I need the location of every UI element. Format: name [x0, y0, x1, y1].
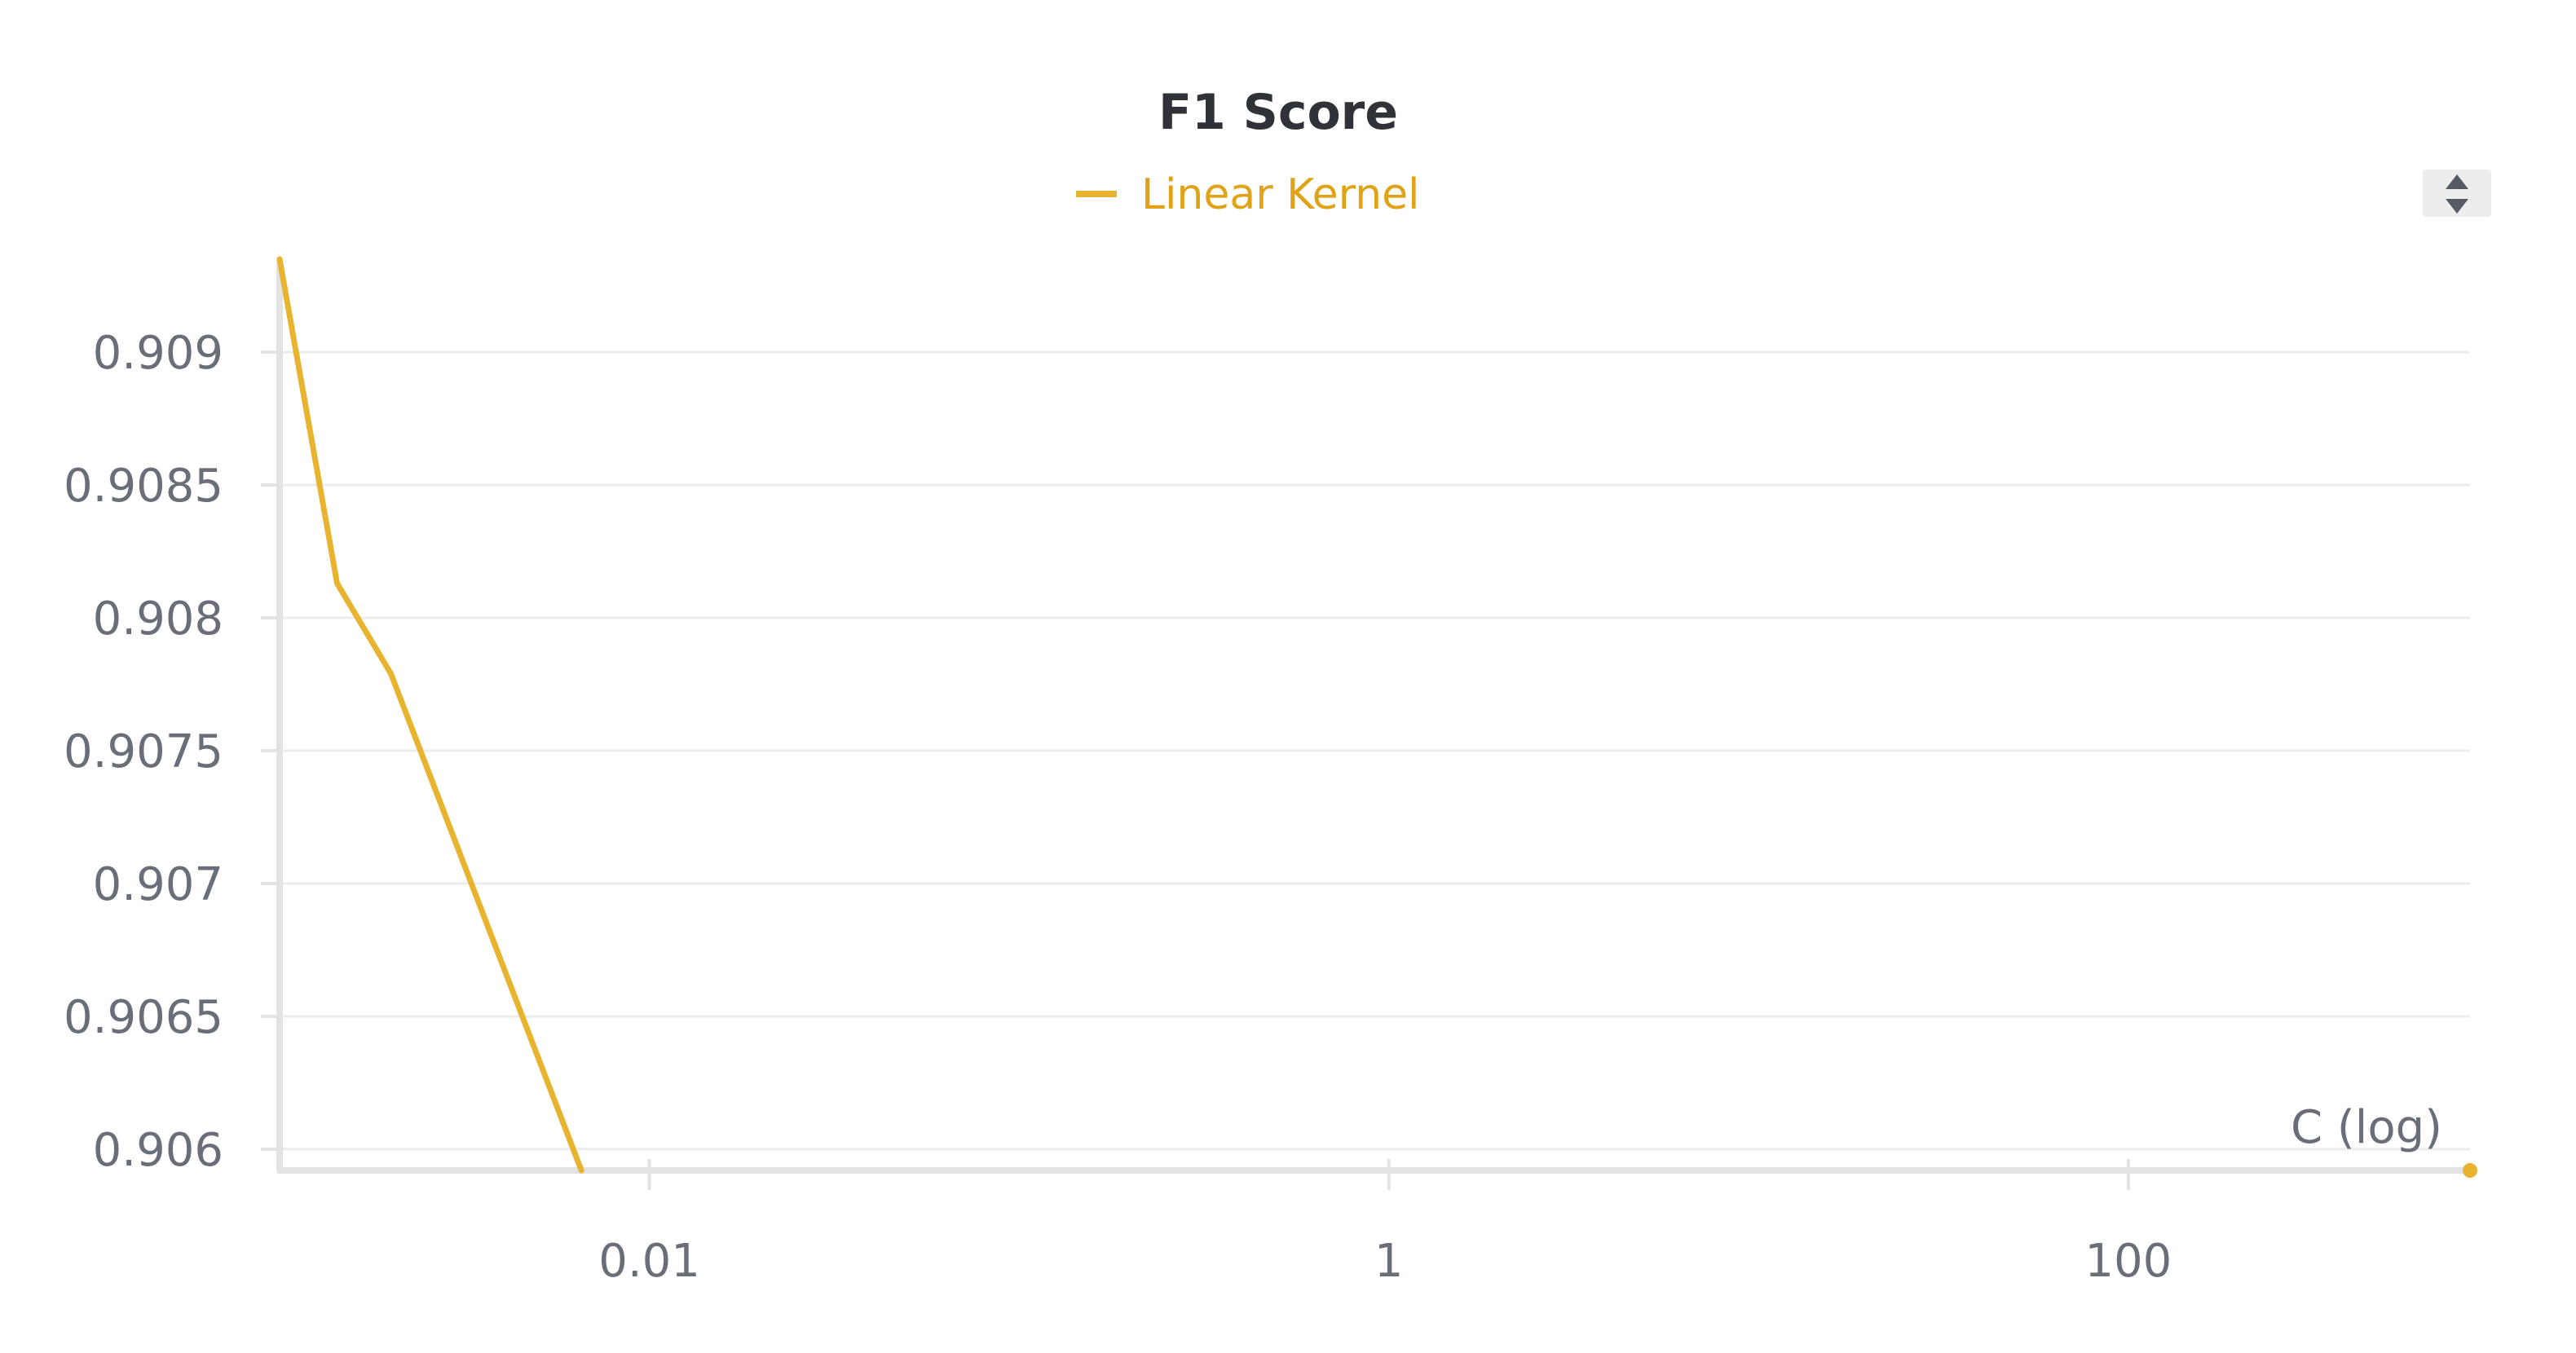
- x-axis-ticks: 0.01 1 100: [598, 1159, 2172, 1288]
- y-tick-label: 0.906: [93, 1124, 223, 1177]
- legend-label-linear-kernel[interactable]: Linear Kernel: [1141, 170, 1420, 219]
- y-tick-label: 0.907: [93, 858, 223, 911]
- chart-title: F1 Score: [1158, 84, 1398, 141]
- series-end-point[interactable]: [2463, 1163, 2477, 1178]
- y-axis-ticks: 0.906 0.9065 0.907 0.9075 0.908 0.9085 0.909: [64, 327, 280, 1177]
- y-tick-label: 0.908: [93, 593, 223, 646]
- series-line-linear-kernel[interactable]: [276, 256, 584, 1174]
- x-tick-label: 0.01: [598, 1235, 700, 1288]
- legend[interactable]: Linear Kernel: [1076, 170, 1420, 219]
- y-tick-label: 0.9085: [64, 460, 223, 513]
- x-axis-title: C (log): [2291, 1101, 2442, 1154]
- x-tick-label: 100: [2084, 1235, 2172, 1288]
- grid-lines: [280, 350, 2470, 1151]
- series-layer: [276, 256, 2477, 1178]
- y-tick-label: 0.9075: [64, 725, 223, 778]
- y-tick-label: 0.9065: [64, 991, 223, 1044]
- legend-scroll-button[interactable]: [2423, 170, 2491, 217]
- x-tick-label: 1: [1374, 1235, 1404, 1288]
- legend-scroll-control[interactable]: [2423, 170, 2491, 217]
- up-down-arrows-icon: [2446, 174, 2468, 214]
- y-tick-label: 0.909: [93, 327, 223, 380]
